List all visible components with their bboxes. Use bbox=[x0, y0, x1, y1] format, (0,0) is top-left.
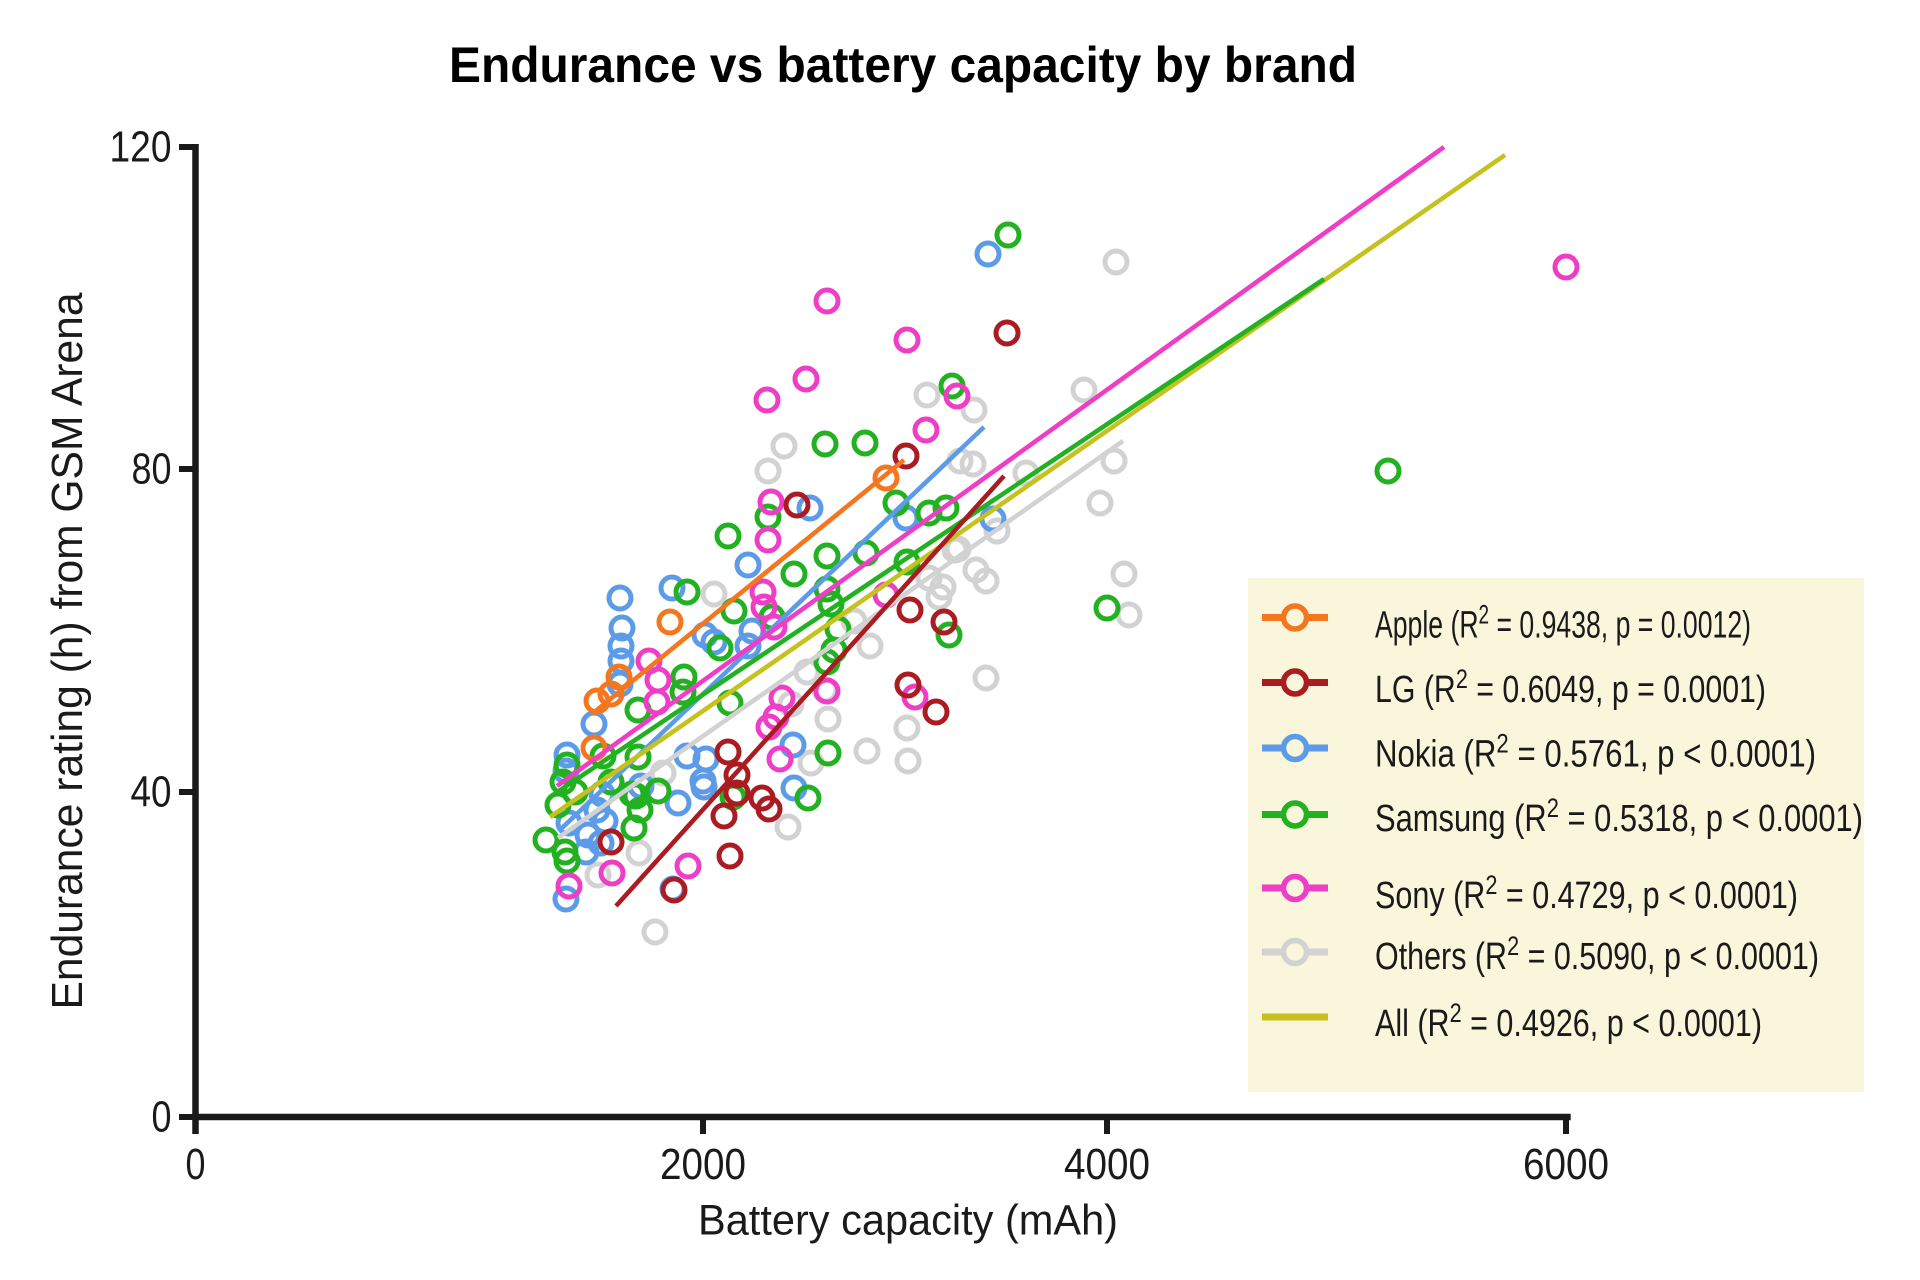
svg-text:LG (R2 = 0.6049, p = 0.0001): LG (R2 = 0.6049, p = 0.0001) bbox=[1375, 664, 1766, 711]
svg-text:0: 0 bbox=[152, 1093, 172, 1142]
svg-text:Nokia (R2 = 0.5761, p < 0.0001: Nokia (R2 = 0.5761, p < 0.0001) bbox=[1375, 729, 1816, 776]
svg-text:Apple (R2 = 0.9438, p = 0.0012: Apple (R2 = 0.9438, p = 0.0012) bbox=[1375, 600, 1751, 647]
svg-text:Endurance vs battery capacity: Endurance vs battery capacity by brand bbox=[449, 37, 1357, 93]
svg-text:Samsung (R2 = 0.5318, p < 0.00: Samsung (R2 = 0.5318, p < 0.0001) bbox=[1375, 793, 1863, 840]
svg-text:Endurance rating (h) from GSM: Endurance rating (h) from GSM Arena bbox=[43, 292, 92, 1010]
svg-text:120: 120 bbox=[110, 123, 172, 172]
svg-text:80: 80 bbox=[132, 445, 172, 494]
svg-text:0: 0 bbox=[186, 1140, 206, 1189]
svg-text:4000: 4000 bbox=[1064, 1140, 1150, 1189]
svg-text:All (R2 = 0.4926, p < 0.0001): All (R2 = 0.4926, p < 0.0001) bbox=[1375, 998, 1762, 1045]
svg-text:40: 40 bbox=[131, 768, 172, 817]
svg-text:Battery capacity (mAh): Battery capacity (mAh) bbox=[698, 1197, 1118, 1245]
svg-text:6000: 6000 bbox=[1523, 1140, 1609, 1189]
svg-text:Others (R2 = 0.5090, p < 0.000: Others (R2 = 0.5090, p < 0.0001) bbox=[1375, 931, 1819, 978]
svg-text:2000: 2000 bbox=[660, 1140, 746, 1189]
svg-text:Sony (R2 = 0.4729, p < 0.0001): Sony (R2 = 0.4729, p < 0.0001) bbox=[1375, 870, 1798, 917]
